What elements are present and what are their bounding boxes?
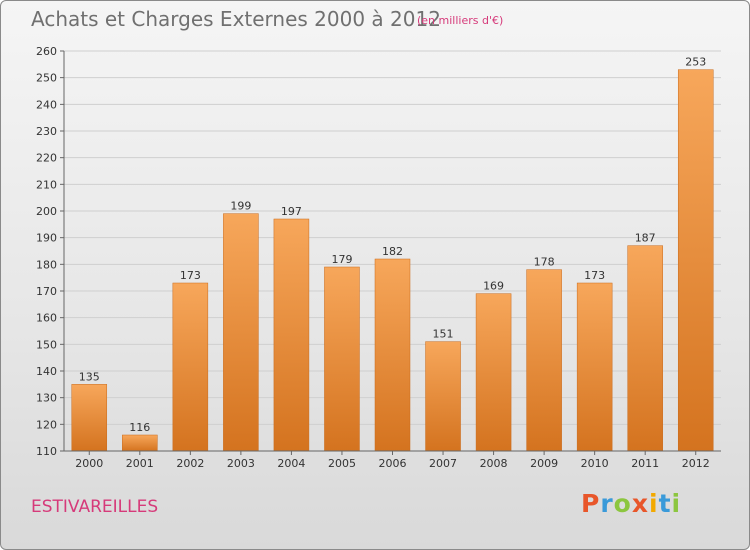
y-tick-label: 190 bbox=[36, 232, 57, 245]
y-tick-label: 230 bbox=[36, 125, 57, 138]
x-tick-label: 2001 bbox=[126, 457, 154, 470]
x-tick-label: 2006 bbox=[379, 457, 407, 470]
x-tick-label: 2005 bbox=[328, 457, 356, 470]
bar-value-label: 253 bbox=[685, 56, 706, 69]
bars: 135 116 173 199 197 179 182 151 169 178 173 187 253 bbox=[71, 56, 714, 452]
bar bbox=[122, 434, 158, 452]
logo-letter: t bbox=[658, 489, 672, 518]
logo-letter: r bbox=[600, 489, 614, 518]
bar bbox=[172, 282, 209, 452]
y-tick-label: 120 bbox=[36, 418, 57, 431]
x-tick-label: 2007 bbox=[429, 457, 457, 470]
bar-value-label: 173 bbox=[180, 269, 201, 282]
y-tick-label: 210 bbox=[36, 178, 57, 191]
y-tick-label: 260 bbox=[36, 45, 57, 58]
bar-value-label: 179 bbox=[331, 253, 352, 266]
x-tick-label: 2011 bbox=[631, 457, 659, 470]
bar bbox=[324, 266, 360, 452]
commune-name: ESTIVAREILLES bbox=[31, 497, 159, 517]
proxiti-logo: Proxiti bbox=[581, 489, 681, 518]
chart-title: Achats et Charges Externes 2000 à 2012 bbox=[31, 7, 441, 31]
bar bbox=[374, 258, 411, 452]
y-tick-label: 110 bbox=[36, 445, 57, 458]
bar bbox=[71, 384, 108, 452]
y-tick-label: 180 bbox=[36, 258, 57, 271]
bar bbox=[475, 293, 512, 452]
chart-subtitle: (en milliers d'€) bbox=[417, 14, 504, 27]
bar-value-label: 135 bbox=[79, 370, 100, 383]
bar bbox=[223, 213, 259, 452]
x-tick-label: 2004 bbox=[277, 457, 305, 470]
bar-value-label: 178 bbox=[534, 256, 555, 269]
y-tick-label: 130 bbox=[36, 392, 57, 405]
bar bbox=[273, 218, 310, 452]
y-tick-label: 200 bbox=[36, 205, 57, 218]
bar-value-label: 199 bbox=[230, 200, 251, 213]
x-tick-label: 2003 bbox=[227, 457, 255, 470]
logo-letter: o bbox=[613, 489, 632, 518]
y-tick-label: 250 bbox=[36, 72, 57, 85]
bar bbox=[425, 341, 461, 452]
bar-value-label: 151 bbox=[433, 328, 454, 341]
logo-letter: i bbox=[649, 489, 659, 518]
logo-letter: i bbox=[671, 489, 682, 518]
x-tick-label: 2009 bbox=[530, 457, 558, 470]
bar-value-label: 116 bbox=[129, 421, 150, 434]
x-tick-label: 2010 bbox=[581, 457, 609, 470]
bar-value-label: 173 bbox=[584, 269, 605, 282]
y-tick-label: 140 bbox=[36, 365, 57, 378]
bar bbox=[677, 69, 714, 452]
bar bbox=[526, 269, 562, 452]
y-tick-label: 160 bbox=[36, 312, 57, 325]
y-tick-label: 170 bbox=[36, 285, 57, 298]
y-tick-label: 240 bbox=[36, 98, 57, 111]
logo-letter: P bbox=[581, 489, 601, 518]
x-tick-label: 2008 bbox=[480, 457, 508, 470]
x-tick-label: 2000 bbox=[75, 457, 103, 470]
bar-value-label: 182 bbox=[382, 245, 403, 258]
bar bbox=[627, 245, 663, 452]
bar-value-label: 187 bbox=[635, 232, 656, 245]
x-tick-label: 2012 bbox=[682, 457, 710, 470]
y-tick-label: 220 bbox=[36, 152, 57, 165]
logo-letter: x bbox=[631, 489, 649, 518]
bar bbox=[576, 282, 613, 452]
x-tick-label: 2002 bbox=[176, 457, 204, 470]
bar-value-label: 169 bbox=[483, 280, 504, 293]
bar-value-label: 197 bbox=[281, 205, 302, 218]
y-tick-label: 150 bbox=[36, 338, 57, 351]
axes: 110 120 130 140 150 160 170 180 190 200 210 220 230 2… bbox=[36, 45, 721, 470]
